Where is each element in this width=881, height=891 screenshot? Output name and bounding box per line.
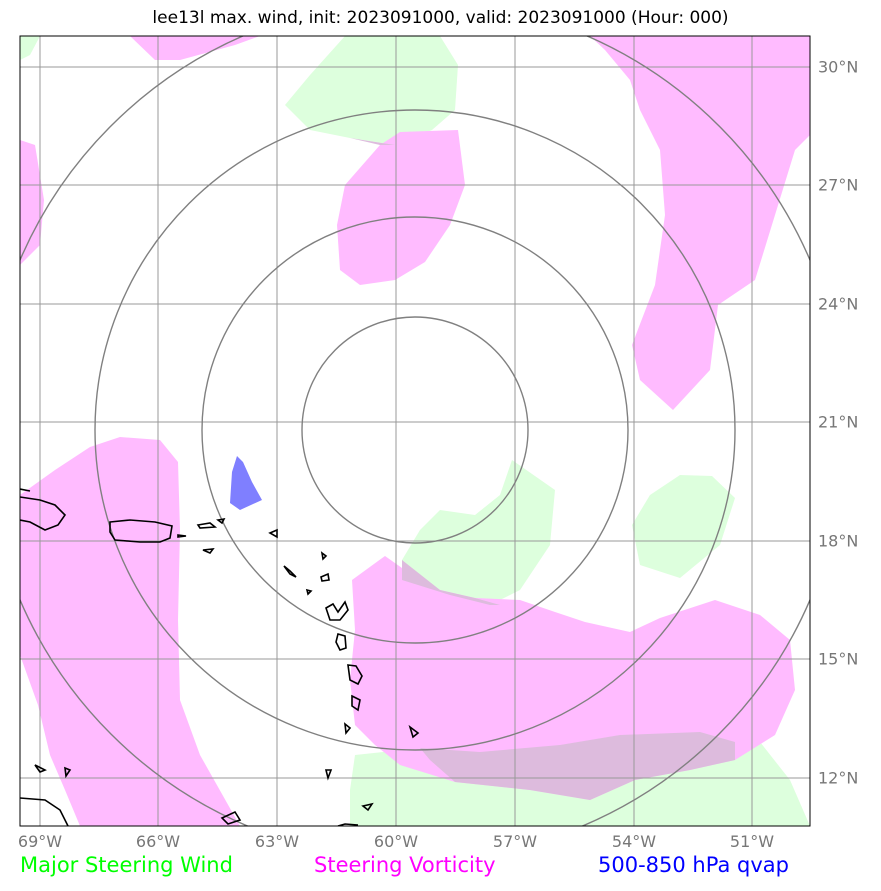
vorticity-region: [590, 36, 810, 410]
wind-region: [285, 36, 458, 145]
island: [283, 565, 297, 578]
legend-qvap: 500-850 hPa qvap: [598, 853, 789, 877]
plot-frame: [19, 35, 811, 827]
steering-vorticity-regions: [20, 36, 810, 826]
lon-tick-label: 57°W: [492, 832, 538, 851]
island: [196, 522, 218, 529]
map-title: lee13l max. wind, init: 2023091000, vali…: [152, 8, 729, 28]
island: [320, 572, 330, 582]
lon-tick-label: 69°W: [17, 832, 63, 851]
lat-tick-label: 21°N: [818, 412, 859, 432]
overlap-region: [350, 138, 395, 145]
lat-tick-label: 27°N: [818, 175, 859, 195]
gridlines: [20, 36, 810, 826]
island: [320, 551, 328, 561]
wind-region: [632, 475, 735, 578]
coastlines: [20, 488, 420, 826]
island: [202, 548, 215, 554]
range-rings: [20, 36, 810, 826]
lat-tick-label: 12°N: [818, 768, 859, 788]
lat-tick-label: 30°N: [818, 57, 859, 77]
st-lucia-coast: [351, 694, 361, 712]
island: [324, 769, 333, 781]
range-ring: [94, 109, 736, 751]
island: [220, 810, 242, 825]
lon-tick-label: 66°W: [135, 832, 181, 851]
wind-region: [402, 460, 555, 605]
lat-tick-label: 24°N: [818, 294, 859, 314]
island: [216, 517, 226, 525]
overlap-region: [402, 560, 500, 605]
island: [34, 764, 47, 773]
range-ring: [301, 316, 529, 544]
legend-vorticity: Steering Vorticity: [314, 853, 496, 877]
legend-wind: Major Steering Wind: [20, 853, 233, 877]
lon-tick-label: 54°W: [611, 832, 657, 851]
lon-tick-label: 60°W: [373, 832, 419, 851]
island: [64, 766, 72, 779]
vorticity-region: [20, 437, 240, 826]
island: [305, 588, 313, 596]
island: [361, 802, 374, 812]
overlap-regions: [350, 138, 735, 800]
qvap-region: [230, 456, 262, 510]
lat-tick-label: 18°N: [818, 531, 859, 551]
vorticity-region: [130, 36, 260, 60]
lon-tick-label: 63°W: [254, 832, 300, 851]
lon-tick-label: 51°W: [729, 832, 775, 851]
puerto-rico-coast: [109, 519, 173, 543]
island: [177, 534, 187, 538]
venezuela-coast: [20, 797, 69, 826]
hispaniola-coast: [20, 496, 67, 531]
vorticity-region: [337, 130, 465, 285]
island: [343, 722, 352, 736]
lat-tick-label: 15°N: [818, 649, 859, 669]
overlap-region: [420, 732, 735, 800]
barbados-coast: [408, 724, 420, 739]
coastline: [20, 488, 31, 492]
wind-region: [20, 36, 40, 60]
range-ring: [201, 216, 629, 644]
martinique-coast: [347, 664, 363, 686]
island: [268, 528, 278, 539]
dominica-coast: [335, 633, 347, 651]
trinidad-coast: [337, 823, 359, 826]
guadeloupe-coast: [325, 600, 349, 621]
vorticity-region: [20, 140, 44, 265]
